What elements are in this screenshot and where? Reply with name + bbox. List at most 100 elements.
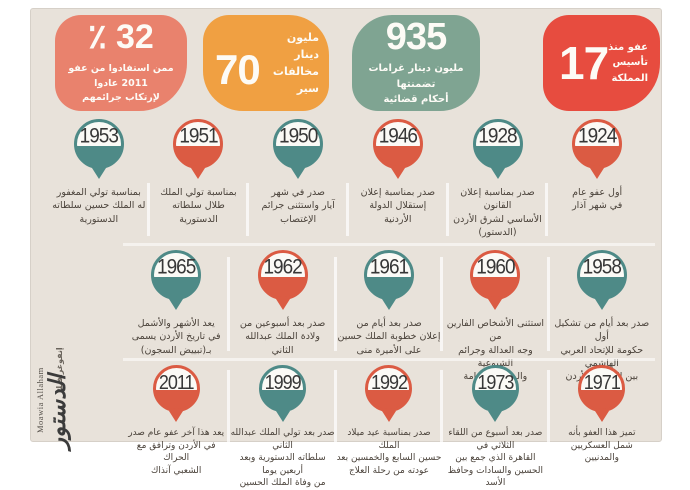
timeline-entry: 1928 صدر بمناسبة إعلان القانون الأساسي ل… <box>448 115 548 241</box>
pin-year: 1999 <box>264 370 302 394</box>
pin-tail-icon <box>488 411 503 422</box>
timeline-entry: 1973 صدر بعد أسبوع من اللقاء الثلاثي في … <box>442 361 551 488</box>
timeline-entry: 1953 بمناسبة تولي المغفور له الملك حسين … <box>49 115 150 241</box>
timeline-entry: 1961 صدر بعد أيام من إعلان خطوبة الملك ح… <box>336 246 444 358</box>
stat-label: مليون دينار مخالفات سير <box>272 30 319 96</box>
year-pin: 1961 <box>363 250 414 310</box>
pin-year: 2011 <box>158 370 195 394</box>
pin-description: بمناسبة تولي المغفور له الملك حسين سلطات… <box>52 187 146 225</box>
pin-tail-icon <box>275 299 290 310</box>
timeline-entry: 1965 يعد الأشهر والأشمل في تاريخ الأردن … <box>123 246 231 358</box>
pin-circle: 1958 <box>576 250 627 300</box>
pin-year: 1951 <box>179 124 218 149</box>
pin-tail-icon <box>91 168 106 179</box>
timeline-entry: 1950 صدر في شهر آيار واستثنى جرائم الإغت… <box>248 115 349 241</box>
stat-label: ممن استفادوا من عفو 2011 عادوا لإرتكاب ج… <box>68 62 174 104</box>
credits-block: Moawia Allaham إنفوغرافيك الدستور <box>31 325 95 449</box>
stat-box: ممن استفادوا من عفو 2011 عادوا لإرتكاب ج… <box>55 15 187 111</box>
timeline-row-2: 1958 صدر بعد أيام من تشكيل أول حكومة للإ… <box>123 243 655 382</box>
pin-tail-icon <box>490 168 505 179</box>
pin-circle: 1951 <box>173 119 224 169</box>
stat-value: 70 <box>215 46 261 93</box>
pin-year: 1971 <box>583 370 621 394</box>
pin-tail-icon <box>594 299 609 310</box>
pin-tail-icon <box>381 299 396 310</box>
pin-tail-icon <box>291 168 306 179</box>
pin-circle: 1946 <box>372 119 423 169</box>
year-pin: 1950 <box>273 119 324 179</box>
timeline-row-1: 1924 أول عفو عام في شهر آذار 1928 صدر بم… <box>49 115 647 241</box>
year-pin: 1992 <box>365 365 413 422</box>
pin-tail-icon <box>191 168 206 179</box>
pin-year: 1973 <box>477 370 514 394</box>
pin-year: 1950 <box>279 124 318 149</box>
stat-label: عفو منذ تأسيس المملكة <box>608 41 649 84</box>
pin-description: تميز هذا العفو بأنه شمل العسكريين والمدن… <box>568 428 636 464</box>
timeline-entry: 1946 صدر بمناسبة إعلان إستقلال الدولة ال… <box>348 115 449 241</box>
pin-year: 1962 <box>263 255 302 280</box>
pin-circle: 1924 <box>572 119 623 169</box>
timeline-entry: 1999 صدر بعد تولي الملك عبدالله الثاني س… <box>229 361 338 488</box>
pin-year: 1965 <box>157 255 196 280</box>
pin-circle: 1973 <box>471 365 519 412</box>
pin-tail-icon <box>390 168 405 179</box>
pin-description: بمناسبة تولي الملك طلال سلطاته الدستورية <box>160 187 237 225</box>
pin-tail-icon <box>488 299 503 310</box>
timeline-entry: 1924 أول عفو عام في شهر آذار <box>547 115 647 241</box>
pin-circle: 1960 <box>470 250 521 300</box>
pin-tail-icon <box>381 411 396 422</box>
pin-year: 1928 <box>478 124 517 149</box>
year-pin: 1965 <box>151 250 202 310</box>
pin-tail-icon <box>169 411 184 422</box>
year-pin: 1958 <box>576 250 627 310</box>
pin-circle: 1953 <box>73 119 124 169</box>
timeline-row-3: 1971 تميز هذا العفو بأنه شمل العسكريين و… <box>123 358 655 488</box>
pin-circle: 1950 <box>273 119 324 169</box>
pin-description: صدر بعد أسبوع من اللقاء الثلاثي في القاه… <box>447 428 543 489</box>
pin-circle: 1999 <box>259 365 307 412</box>
pin-description: صدر بمناسبة إعلان إستقلال الدولة الأردني… <box>360 187 436 225</box>
pin-year: 1946 <box>378 124 418 149</box>
pin-circle: 1961 <box>363 250 414 300</box>
stat-value: 17 <box>559 37 609 89</box>
year-pin: 1924 <box>572 119 623 179</box>
pin-description: يعد الأشهر والأشمل في تاريخ الأردن يسمى … <box>131 318 221 356</box>
pin-tail-icon <box>169 299 184 310</box>
pin-year: 1958 <box>582 255 622 280</box>
pin-description: يعد هذا آخر عفو عام صدر في الأردن وترافق… <box>128 428 225 476</box>
stat-value: ٪ 32 <box>88 17 155 56</box>
pin-year: 1961 <box>369 255 409 280</box>
timeline-entry: 1962 صدر بعد أسبوعين من ولادة الملك عبدا… <box>229 246 338 358</box>
year-pin: 1973 <box>471 365 519 422</box>
year-pin: 1953 <box>73 119 124 179</box>
addustour-logo: الدستور <box>45 374 71 449</box>
pin-year: 1924 <box>578 124 617 149</box>
pin-circle: 1992 <box>365 365 413 412</box>
pin-description: صدر بعد أيام من إعلان خطوبة الملك حسين ع… <box>337 318 441 356</box>
pin-circle: 1965 <box>151 250 202 300</box>
year-pin: 1971 <box>578 365 626 422</box>
pin-description: صدر في شهر آيار واستثنى جرائم الإغتصاب <box>261 187 335 225</box>
year-pin: 1999 <box>259 365 307 422</box>
stat-box: عفو منذ تأسيس المملكة 17 <box>543 15 660 111</box>
year-pin: 1951 <box>173 119 224 179</box>
stat-box: مليون دينار غرامات تضمنتها أحكام قضائية … <box>352 15 480 111</box>
pin-year: 1953 <box>79 124 119 149</box>
timeline-entry: 1958 صدر بعد أيام من تشكيل أول حكومة للإ… <box>549 246 655 382</box>
stat-box: مليون دينار مخالفات سير 70 <box>203 15 329 111</box>
pin-year: 1960 <box>476 255 515 280</box>
timeline-entry: 2011 يعد هذا آخر عفو عام صدر في الأردن و… <box>123 361 231 476</box>
pin-year: 1992 <box>370 370 408 394</box>
infographic-panel: عفو منذ تأسيس المملكة 17 مليون دينار غرا… <box>30 8 662 488</box>
pin-tail-icon <box>275 411 290 422</box>
stat-value: 935 <box>385 16 447 59</box>
timeline-entry: 1971 تميز هذا العفو بأنه شمل العسكريين و… <box>549 361 655 463</box>
pin-tail-icon <box>594 411 609 422</box>
stats-row: عفو منذ تأسيس المملكة 17 مليون دينار غرا… <box>31 15 660 113</box>
pin-circle: 1928 <box>472 119 523 169</box>
year-pin: 1946 <box>372 119 423 179</box>
pin-circle: 1971 <box>578 365 626 412</box>
pin-description: صدر بمناسبة إعلان القانون الأساسي لشرق ا… <box>453 187 542 238</box>
infographic-page: { "accent_colors":{"red":"#db5b43","teal… <box>30 8 662 489</box>
pin-description: أول عفو عام في شهر آذار <box>572 187 623 212</box>
